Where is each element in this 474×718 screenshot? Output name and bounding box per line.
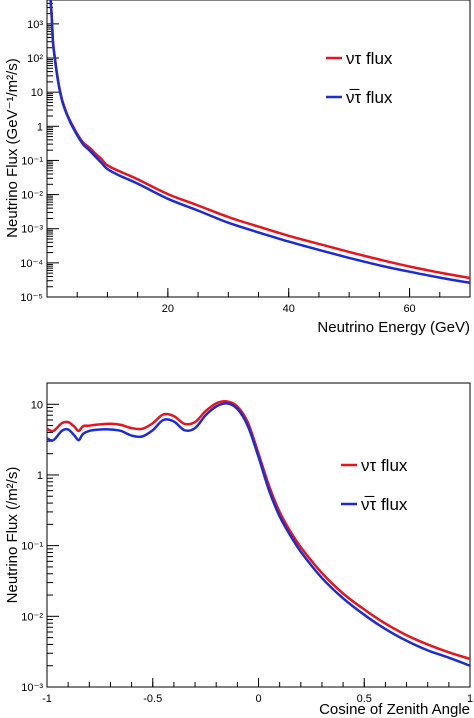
x-tick-label: 60 [403, 303, 415, 315]
series-line-anti-nu-tau [49, 0, 470, 285]
x-tick-label: 40 [283, 303, 295, 315]
x-tick-label: 0 [255, 693, 261, 705]
y-tick-label: 10 [31, 87, 43, 99]
chart-energy: 20 40 60 10⁻⁵ 10⁻⁴ 10⁻³ 10⁻² 10⁻¹ 1 10 10² 10³ Neu… [4, 0, 471, 336]
x-tick-label: -1 [42, 693, 52, 705]
x-ticks-energy: 20 40 60 [46, 288, 471, 315]
legend-zenith: ντ flux ν̅τ flux [341, 456, 408, 514]
y-ticks-zenith: 10⁻³ 10⁻² 10⁻¹ 1 10 [21, 382, 59, 694]
y-tick-label: 10⁻¹ [21, 541, 43, 553]
y-tick-label: 1 [37, 121, 43, 133]
y-tick-label: 10³ [27, 19, 43, 31]
y-tick-label: 10⁻³ [21, 682, 43, 694]
x-tick-label: 0.5 [357, 693, 372, 705]
legend-label-nu-tau: ντ flux [346, 49, 393, 68]
chart-zenith: -1 -0.5 0 0.5 1 10⁻³ 10⁻² 10⁻¹ 1 10 Cosine of Ze… [4, 382, 473, 718]
y-tick-label: 10⁻² [21, 611, 43, 623]
y-tick-label: 10⁻² [21, 190, 43, 202]
y-tick-label: 10⁻⁴ [20, 258, 43, 270]
x-tick-label: -0.5 [143, 693, 162, 705]
y-tick-label: 10⁻⁵ [20, 292, 43, 304]
series-line-nu-tau [49, 0, 470, 280]
y-tick-label: 10 [31, 399, 43, 411]
series-line-anti-nu-tau [47, 402, 470, 667]
legend-label-anti-nu-tau-2: ν̅τ flux [361, 495, 408, 514]
y-ticks-energy: 10⁻⁵ 10⁻⁴ 10⁻³ 10⁻² 10⁻¹ 1 10 10² 10³ [20, 0, 59, 304]
series-line-nu-tau [47, 399, 470, 661]
series-lines-energy [49, 0, 470, 285]
legend-label-nu-tau-2: ντ flux [361, 456, 408, 475]
legend-energy: ντ flux ν̅τ flux [326, 49, 393, 107]
y-tick-label: 10⁻¹ [21, 155, 43, 167]
legend-label-anti-nu-tau: ν̅τ flux [346, 88, 393, 107]
x-ticks-zenith: -1 -0.5 0 0.5 1 [42, 678, 473, 705]
y-tick-label: 10² [27, 53, 43, 65]
x-tick-label: 1 [467, 693, 473, 705]
y-axis-label-energy: Neutrino Flux (GeV⁻¹/m²/s) [4, 58, 21, 238]
y-axis-label-zenith: Neutrino Flux (/m²/s) [4, 467, 21, 604]
plot-frame-energy [46, 0, 471, 298]
y-tick-label: 10⁻³ [21, 224, 43, 236]
x-axis-label-zenith: Cosine of Zenith Angle [319, 701, 470, 718]
y-tick-label: 1 [37, 470, 43, 482]
x-tick-label: 20 [162, 303, 174, 315]
x-axis-label-energy: Neutrino Energy (GeV) [317, 319, 470, 336]
series-lines-zenith [47, 399, 470, 667]
